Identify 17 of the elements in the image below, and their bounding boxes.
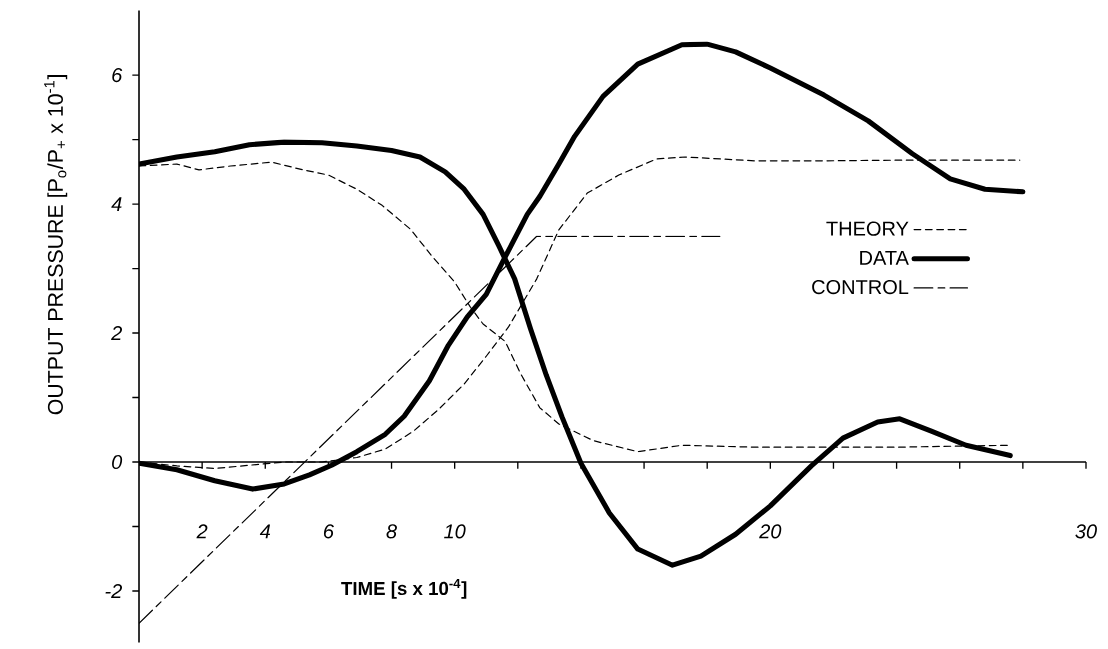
x-axis-title: TIME [s x 10$^{-4}$] [341, 578, 467, 599]
y-tick-label: 0 [112, 454, 123, 470]
legend-label: CONTROL [812, 279, 909, 295]
legend-label: THEORY [826, 221, 909, 236]
x-tick-label: 30 [1075, 524, 1097, 539]
y-tick-label: -2 [105, 584, 122, 598]
y-tick-label: 4 [111, 197, 122, 211]
x-tick-label: 2 [196, 524, 208, 539]
x-tick-label: 8 [386, 524, 397, 539]
x-tick-label: 20 [759, 524, 782, 539]
y-axis-title: OUTPUT PRESSURE [P$_{o}$/P$_{+}$ x 10$^{-1}$] [44, 75, 68, 415]
x-tick-label: 4 [259, 524, 271, 539]
x-tick-label: 10 [444, 524, 466, 539]
y-tick-label: 2 [111, 326, 122, 341]
y-tick-label: 6 [112, 68, 123, 83]
legend-label: DATA [860, 250, 909, 265]
x-tick-label: 6 [323, 524, 334, 539]
